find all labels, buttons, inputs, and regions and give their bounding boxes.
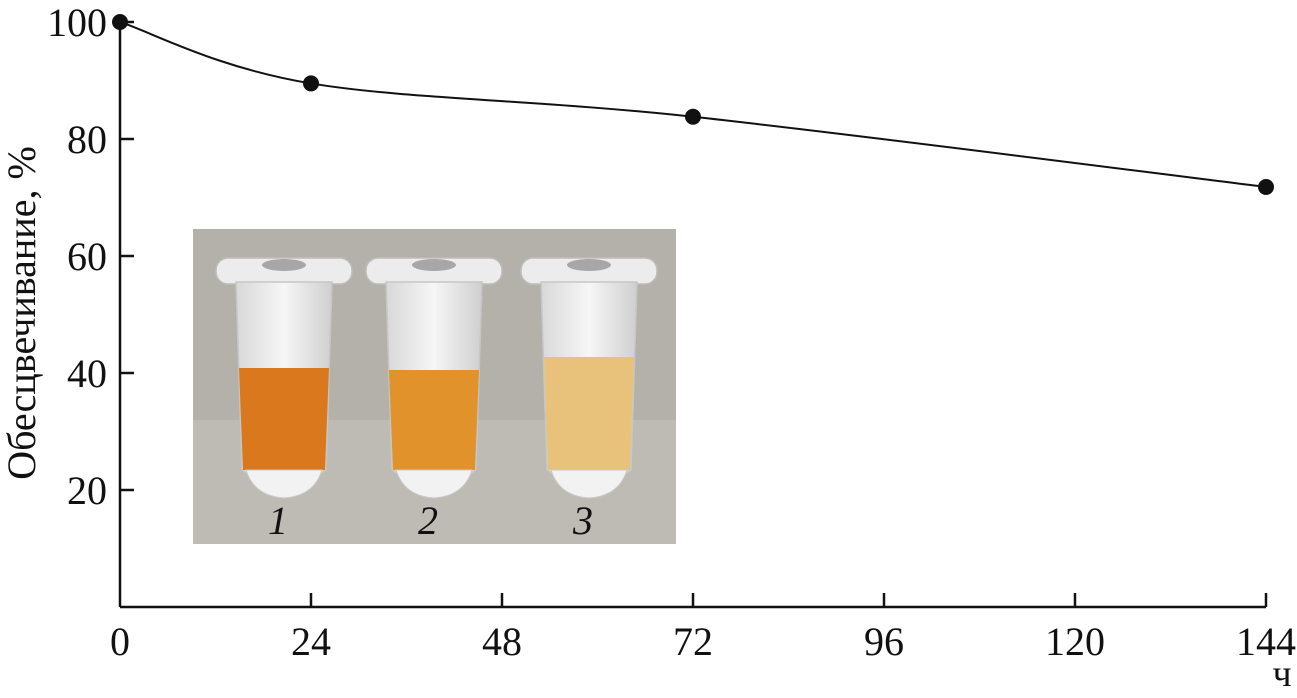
x-tick-label: 0 [110,619,130,664]
series-decolorization [112,14,1274,195]
cap-mark [412,259,456,271]
x-tick-label: 24 [291,619,331,664]
tube-3: 3 [520,257,658,543]
tube-liquid [239,368,329,470]
x-tick-label: 144 [1236,619,1296,664]
data-point [303,75,319,92]
y-tick-label: 20 [67,468,107,513]
x-tick-label: 96 [864,619,904,664]
x-tick-label: 72 [673,619,713,664]
series-line [119,21,1267,188]
tube-label: 2 [418,498,438,543]
axes: 0 24 48 72 96 120 144 20 40 60 80 100 [47,0,1296,664]
tube-1: 1 [215,257,353,543]
y-tick-label: 60 [67,234,107,279]
data-point [1258,178,1274,195]
tube-2: 2 [365,257,503,543]
x-axis-unit: ч [1272,653,1291,695]
series-points [112,14,1274,195]
y-ticks: 20 40 60 80 100 [47,0,134,513]
tube-liquid [389,370,479,470]
tube-label: 3 [572,498,593,543]
tube-liquid [544,357,634,470]
cap-mark [567,259,611,271]
tubes: 1 2 3 [215,257,658,543]
x-tick-label: 120 [1045,619,1105,664]
tube-label: 1 [268,498,288,543]
x-tick-label: 48 [482,619,522,664]
y-axis-label: Обесцвечивание, % [0,146,44,480]
tube-tip [245,469,323,499]
data-point [112,14,128,30]
y-tick-label: 40 [67,351,107,396]
y-tick-label: 80 [67,117,107,162]
tube-tip [550,469,628,499]
y-tick-label: 100 [47,0,107,45]
data-point [685,108,701,125]
photo-inset: 1 2 3 [193,229,676,544]
x-ticks: 0 24 48 72 96 120 144 [110,593,1296,664]
tube-tip [395,469,473,499]
cap-mark [262,259,306,271]
